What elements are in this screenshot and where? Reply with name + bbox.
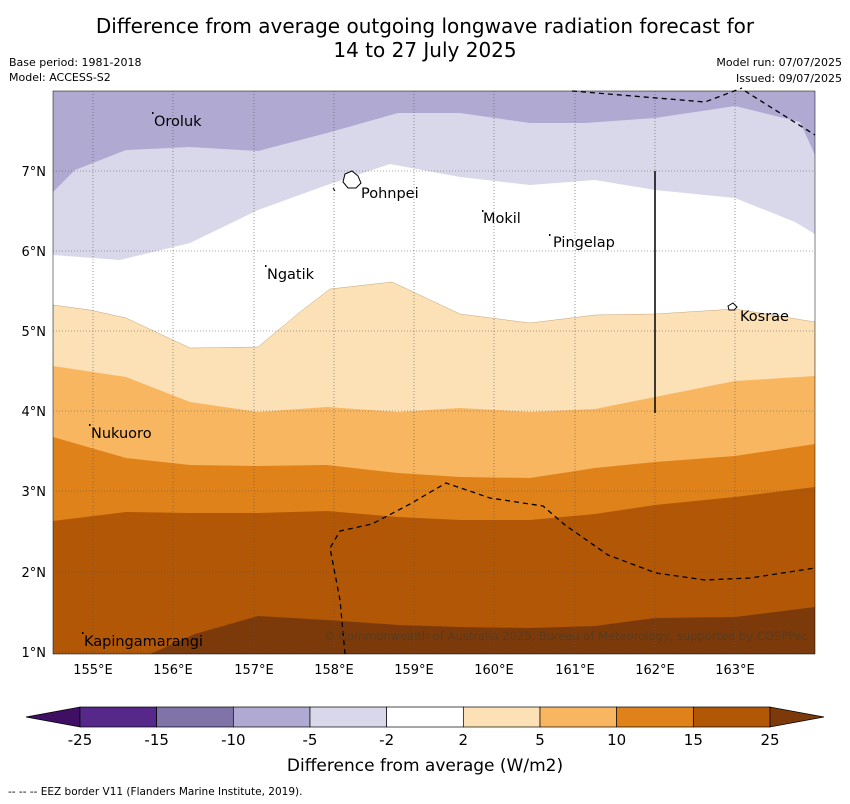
colorbar-segment xyxy=(79,706,158,728)
eez-legend: -- -- -- EEZ border V11 (Flanders Marine… xyxy=(8,786,303,798)
base-period: Base period: 1981-2018 xyxy=(9,56,142,69)
atoll-markers xyxy=(82,112,551,634)
lon-tick-label: 161°E xyxy=(555,663,595,678)
colorbar-arrow-low xyxy=(25,706,81,728)
graticule xyxy=(53,91,815,654)
island-outlines xyxy=(332,170,738,311)
place-ngatik: Ngatik xyxy=(267,267,315,283)
colorbar-title: Difference from average (W/m2) xyxy=(286,756,564,776)
lon-tick-label: 155°E xyxy=(73,663,113,678)
place-kapingamarangi: Kapingamarangi xyxy=(84,634,203,650)
map-figure: 7°N 6°N 5°N 4°N 3°N 2°N 1°N 155°E 156°E 157°E 158°… xyxy=(22,87,825,749)
place-pingelap: Pingelap xyxy=(553,235,615,251)
lat-tick-label: 7°N xyxy=(22,165,47,180)
lon-tick-label: 159°E xyxy=(394,663,434,678)
eez-border-lines xyxy=(329,87,816,655)
place-kosrae: Kosrae xyxy=(740,309,789,325)
colorbar-tick-label: 10 xyxy=(607,731,626,749)
title-line-2: 14 to 27 July 2025 xyxy=(333,38,517,62)
mokil-marker xyxy=(482,210,484,212)
copyright-note: © Commonwealth of Australia 2025, Bureau… xyxy=(324,629,808,643)
kapingamarangi-marker xyxy=(82,632,84,634)
eez-border-south xyxy=(329,482,816,655)
map-frame xyxy=(52,90,816,655)
colorbar-tick-label: 25 xyxy=(760,731,779,749)
colorbar-tick-label: -25 xyxy=(68,731,93,749)
kosrae-island xyxy=(727,302,738,311)
lat-tick-label: 6°N xyxy=(22,245,47,260)
colorbar-segment xyxy=(386,706,464,728)
colorbar-segment xyxy=(309,706,388,728)
colorbar-segment xyxy=(539,706,618,728)
colorbar-tick-label: -2 xyxy=(379,731,394,749)
lat-tick-label: 2°N xyxy=(22,566,47,581)
issued-date: Issued: 09/07/2025 xyxy=(735,72,842,85)
lat-tick-label: 3°N xyxy=(22,485,47,500)
colorbar-tick-label: 2 xyxy=(459,731,469,749)
model-run: Model run: 07/07/2025 xyxy=(716,56,842,69)
place-labels: Oroluk Pohnpei Mokil Pingelap Ngatik Kos… xyxy=(84,114,789,650)
oroluk-marker xyxy=(152,112,154,114)
colorbar-segment xyxy=(616,706,694,728)
colorbar-tick-label: -5 xyxy=(303,731,318,749)
eez-border-north xyxy=(571,87,816,136)
model-name: Model: ACCESS-S2 xyxy=(9,71,111,84)
colorbar-tick-label: -10 xyxy=(221,731,246,749)
colorbar-segment xyxy=(692,706,771,728)
anomaly-bands xyxy=(53,91,815,654)
lon-tick-label: 163°E xyxy=(715,663,755,678)
place-nukuoro: Nukuoro xyxy=(91,426,152,442)
lon-tick-label: 162°E xyxy=(635,663,675,678)
pingelap-marker xyxy=(549,234,551,236)
lon-tick-label: 160°E xyxy=(474,663,514,678)
colorbar-tick-label: -15 xyxy=(144,731,169,749)
lat-tick-label: 4°N xyxy=(22,405,47,420)
place-oroluk: Oroluk xyxy=(154,114,202,130)
colorbar-segment xyxy=(462,706,541,728)
colorbar xyxy=(25,706,825,728)
colorbar-segment xyxy=(156,706,234,728)
colorbar-segment xyxy=(232,706,311,728)
axis-tick-labels: 7°N 6°N 5°N 4°N 3°N 2°N 1°N 155°E 156°E 157°E 158°… xyxy=(22,165,755,678)
colorbar-tick-labels: -25 -15 -10 -5 -2 2 5 10 15 25 xyxy=(68,731,780,749)
place-pohnpei: Pohnpei xyxy=(361,186,419,202)
lat-tick-label: 5°N xyxy=(22,325,47,340)
pohnpei-island xyxy=(342,170,362,189)
colorbar-tick-label: 15 xyxy=(684,731,703,749)
title-line-1: Difference from average outgoing longwav… xyxy=(95,14,755,38)
lon-tick-label: 158°E xyxy=(314,663,354,678)
band-plus15-plus25 xyxy=(53,487,815,654)
band-above-plus25 xyxy=(53,607,815,654)
place-mokil: Mokil xyxy=(483,211,521,227)
lon-tick-label: 156°E xyxy=(153,663,193,678)
lat-tick-label: 1°N xyxy=(22,646,47,661)
nukuoro-marker xyxy=(89,424,91,426)
ngatik-marker xyxy=(265,265,267,267)
colorbar-tick-label: 5 xyxy=(535,731,545,749)
ant-atoll xyxy=(332,187,336,192)
lon-tick-label: 157°E xyxy=(234,663,274,678)
colorbar-arrow-high xyxy=(769,706,825,728)
